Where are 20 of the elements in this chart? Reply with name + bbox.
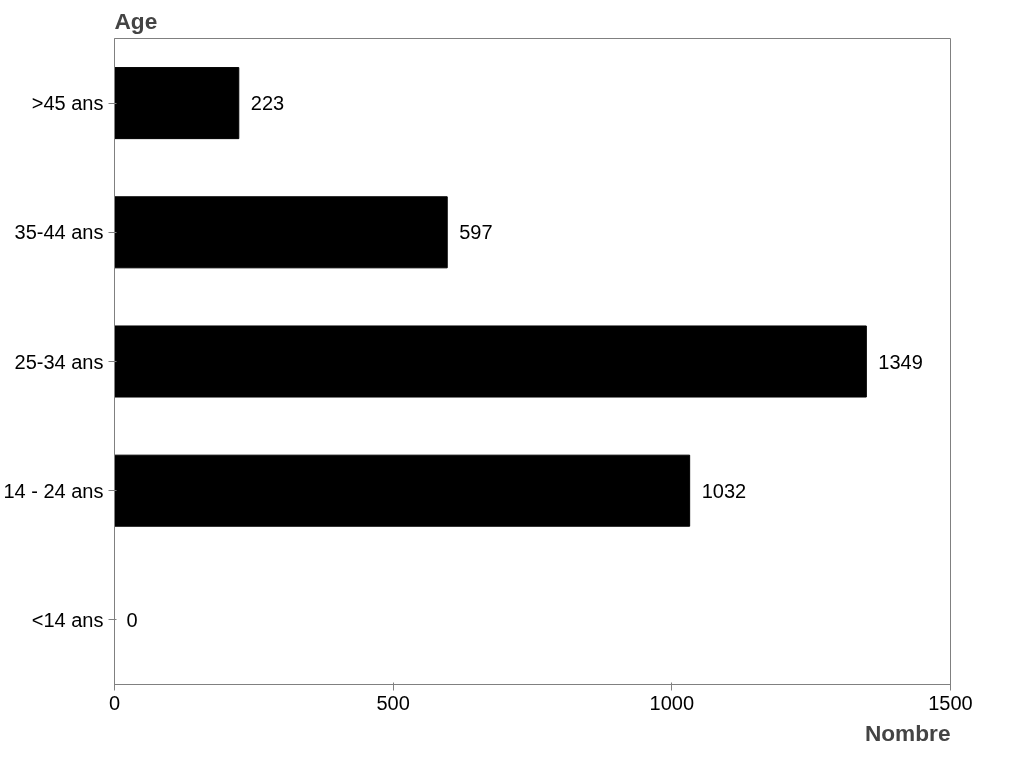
y-tick-label: 35-44 ans [14,221,104,244]
y-tick-label: <14 ans [31,608,104,631]
bar [114,67,240,140]
data-label: 597 [459,221,493,244]
data-label: 0 [126,608,138,631]
y-tick-label: >45 ans [31,92,104,115]
x-axis-title: Nombre [864,719,951,746]
x-tick-label: 0 [108,691,121,714]
x-tick-label: 500 [376,691,410,714]
x-tick-label: 1000 [649,691,695,714]
bar [114,196,448,269]
y-tick-label: 14 - 24 ans [3,479,104,502]
bar [114,325,867,398]
data-label: 1032 [701,479,747,502]
x-tick-label: 1500 [928,691,973,714]
y-axis-title: Age [114,7,158,34]
data-label: 1349 [878,350,923,373]
bar [114,454,691,527]
y-tick-label: 25-34 ans [14,350,104,373]
data-label: 223 [250,92,285,115]
